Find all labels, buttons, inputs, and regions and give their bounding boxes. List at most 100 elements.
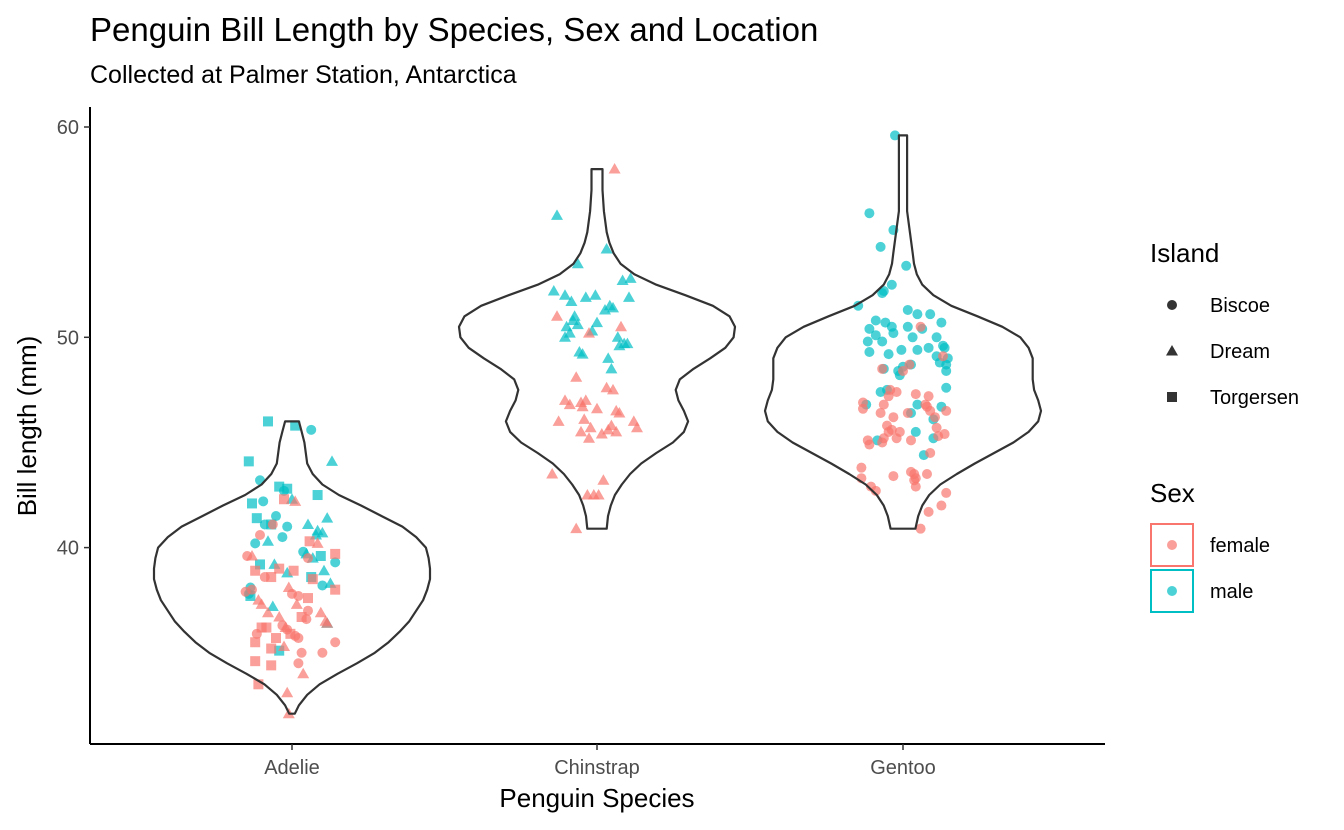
data-point: [263, 416, 273, 427]
data-point: [891, 386, 902, 397]
data-point: [290, 420, 301, 431]
legend-key-box-female: [1150, 523, 1194, 567]
data-point: [250, 565, 261, 576]
data-point: [591, 402, 603, 414]
x-tick-label: Chinstrap: [554, 757, 640, 779]
data-point: [870, 315, 881, 326]
data-point: [293, 633, 304, 644]
data-point: [321, 617, 334, 628]
data-point: [296, 647, 307, 658]
legend-label-torgersen: Torgersen: [1210, 387, 1299, 409]
data-point: [303, 593, 313, 604]
data-point: [552, 415, 565, 426]
data-point: [888, 471, 899, 482]
data-point: [902, 321, 913, 332]
data-point: [870, 485, 881, 496]
data-point: [939, 342, 950, 353]
data-point: [875, 408, 886, 419]
data-point: [901, 260, 912, 271]
data-point: [285, 628, 296, 639]
data-point: [266, 660, 277, 671]
data-point: [915, 523, 926, 534]
data-point: [570, 371, 583, 382]
data-point: [877, 336, 888, 347]
x-tick-label: Adelie: [264, 757, 320, 779]
data-point: [910, 389, 921, 400]
legend-key-biscoe: [1167, 300, 1177, 310]
data-point: [330, 584, 341, 595]
violin-gentoo: [763, 134, 1043, 530]
data-point: [579, 291, 592, 302]
data-point: [255, 529, 265, 540]
legend-label-male: male: [1210, 581, 1253, 603]
data-point: [896, 344, 907, 355]
data-point: [317, 580, 328, 591]
data-point: [864, 208, 875, 219]
data-point: [251, 513, 262, 524]
data-point: [255, 598, 268, 609]
data-point: [316, 526, 329, 538]
data-point: [910, 426, 921, 437]
data-point: [599, 303, 611, 315]
data-point: [271, 633, 281, 644]
data-point: [301, 614, 312, 625]
data-point: [293, 590, 304, 601]
data-point: [877, 363, 888, 374]
data-point: [245, 590, 256, 601]
data-point: [307, 574, 318, 585]
data-point: [296, 611, 307, 622]
data-point: [277, 532, 288, 543]
data-point: [318, 564, 330, 576]
data-point: [251, 628, 262, 639]
data-point: [321, 512, 334, 523]
legend-sex: Sex female male: [1150, 478, 1270, 613]
data-point: [282, 521, 293, 532]
data-point: [576, 348, 589, 359]
data-point: [923, 506, 934, 517]
data-point: [246, 550, 258, 561]
data-point: [597, 474, 610, 485]
data-point: [240, 586, 251, 597]
data-point: [289, 495, 302, 506]
data-point: [877, 437, 888, 448]
data-point: [936, 500, 947, 511]
data-point: [912, 344, 923, 355]
data-point: [262, 606, 274, 618]
data-point: [902, 304, 913, 315]
data-point: [941, 365, 952, 376]
data-point: [279, 485, 289, 496]
data-point: [624, 272, 637, 283]
y-axis-ticks: 40 50 60: [57, 117, 90, 560]
legend-key-female: [1167, 540, 1177, 550]
data-point: [912, 399, 923, 410]
data-point: [595, 428, 608, 439]
data-point: [583, 432, 595, 443]
data-point: [255, 559, 265, 570]
data-point: [864, 323, 875, 334]
legend-key-male: [1167, 586, 1177, 596]
data-point: [862, 336, 873, 347]
data-point: [297, 667, 310, 679]
data-point: [315, 551, 326, 562]
chart-title: Penguin Bill Length by Species, Sex and …: [90, 11, 818, 48]
data-point: [578, 413, 591, 424]
data-point: [608, 163, 621, 174]
x-tick-label: Gentoo: [870, 757, 936, 779]
data-point: [247, 498, 257, 509]
data-point: [888, 412, 899, 423]
data-point: [941, 382, 952, 393]
data-point: [933, 431, 944, 442]
data-point: [584, 421, 597, 433]
data-point: [613, 407, 626, 418]
data-point: [565, 295, 578, 307]
data-point: [266, 600, 279, 611]
legend-island-title: Island: [1150, 238, 1219, 268]
data-point: [330, 637, 341, 648]
data-point: [575, 425, 587, 437]
data-point: [875, 241, 886, 252]
y-tick-label: 60: [57, 117, 79, 139]
data-point: [250, 656, 261, 667]
data-point: [623, 291, 635, 302]
legend-label-dream: Dream: [1210, 341, 1270, 363]
